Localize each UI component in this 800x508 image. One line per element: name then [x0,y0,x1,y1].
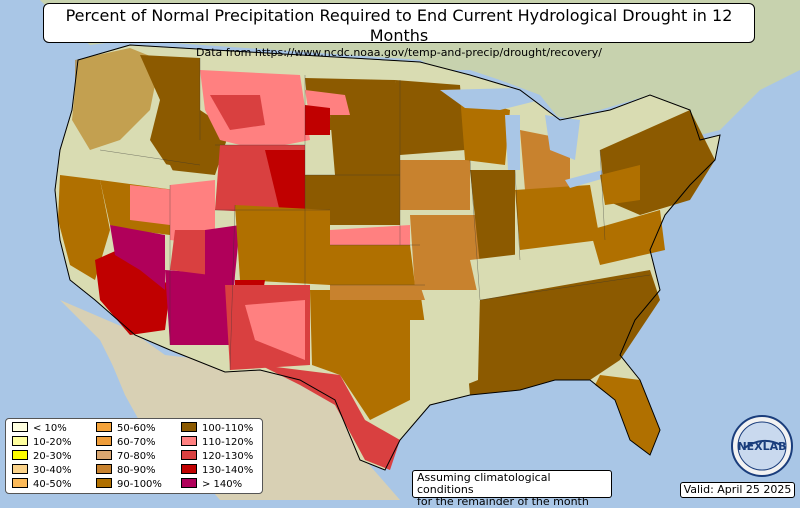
legend-item: 100-110% [181,422,254,435]
legend-swatch [12,436,28,446]
region-pnw [72,48,160,150]
region-wi [460,95,510,165]
legend-label: 90-100% [117,479,162,490]
legend-item: 80-90% [96,464,156,477]
legend-item: 60-70% [96,436,156,449]
legend: < 10% 10-20% 20-30% 30-40% 40-50% 50-60% 60-70… [5,418,263,494]
region-fl [595,375,660,455]
legend-label: 70-80% [117,451,156,462]
region-il [470,170,515,265]
legend-item: 50-60% [96,422,156,435]
legend-swatch [96,478,112,488]
legend-swatch [12,478,28,488]
legend-label: 20-30% [33,451,72,462]
region-nm-pink [245,300,305,360]
region-mn [395,80,465,155]
region-sd-red [305,105,330,135]
region-nv-magenta [110,225,165,290]
lake-michigan [505,115,520,170]
legend-swatch [181,436,197,446]
map-subtitle: Data from https://www.ncdc.noaa.gov/temp… [196,46,602,59]
legend-item: 40-50% [12,478,72,491]
legend-swatch [96,450,112,460]
legend-swatch [96,464,112,474]
lake-superior [440,88,540,110]
legend-item: < 10% [12,422,67,435]
region-mt-red [210,95,265,130]
lake-huron [545,115,580,160]
legend-swatch [181,464,197,474]
region-ny-west [600,165,640,205]
legend-label: 10-20% [33,437,72,448]
region-southeast [465,270,660,395]
note-line-1: Assuming climatological conditions [417,471,551,496]
legend-swatch [181,478,197,488]
valid-date: Valid: April 25 2025 [680,482,795,498]
region-mo [410,215,480,290]
region-ut-red [170,230,215,275]
legend-label: 30-40% [33,465,72,476]
legend-swatch [96,436,112,446]
region-az-magenta [165,270,235,345]
legend-label: 60-70% [117,437,156,448]
lake-erie [565,168,612,188]
legend-item: 10-20% [12,436,72,449]
region-in-oh [515,185,600,250]
legend-label: 40-50% [33,479,72,490]
assumption-note: Assuming climatological conditions for t… [412,470,612,508]
region-wy-dark [265,150,305,215]
region-co [235,205,330,285]
nexlab-logo-icon: NEXLAB [731,415,793,477]
legend-item: 20-30% [12,450,72,463]
region-nm-magenta [205,225,240,275]
legend-label: > 140% [202,479,243,490]
legend-item: > 140% [181,478,243,491]
legend-label: < 10% [33,423,67,434]
legend-swatch [181,450,197,460]
legend-swatch [96,422,112,432]
state-boundaries [99,58,651,371]
legend-swatch [181,422,197,432]
legend-swatch [12,450,28,460]
region-id-mt [140,55,230,175]
legend-item: 70-80% [96,450,156,463]
region-ca-north [58,175,110,280]
legend-item: 130-140% [181,464,254,477]
region-tx-central [310,290,430,420]
legend-item: 90-100% [96,478,162,491]
legend-item: 120-130% [181,450,254,463]
title-box: Percent of Normal Precipitation Required… [43,3,755,59]
note-line-2: for the remainder of the month [417,495,589,508]
mexico-land [60,300,400,500]
legend-item: 30-40% [12,464,72,477]
region-ia [400,160,470,210]
region-sd [330,115,400,175]
region-ks [330,245,415,285]
region-va [590,210,665,265]
legend-label: 80-90% [117,465,156,476]
us-border [54,44,721,471]
legend-label: 100-110% [202,423,254,434]
legend-label: 50-60% [117,423,156,434]
legend-swatch [12,422,28,432]
legend-label: 110-120% [202,437,254,448]
region-tx-west [260,365,400,470]
region-ut [170,180,215,245]
legend-item: 110-120% [181,436,254,449]
legend-label: 130-140% [202,465,254,476]
legend-swatch [12,464,28,474]
region-ne-pink [330,225,410,245]
legend-label: 120-130% [202,451,254,462]
region-ar-la [430,295,480,395]
map-title: Percent of Normal Precipitation Required… [65,6,733,45]
region-ok [330,285,425,300]
logo-text: NEXLAB [737,440,786,453]
region-nv-pink [130,185,175,225]
